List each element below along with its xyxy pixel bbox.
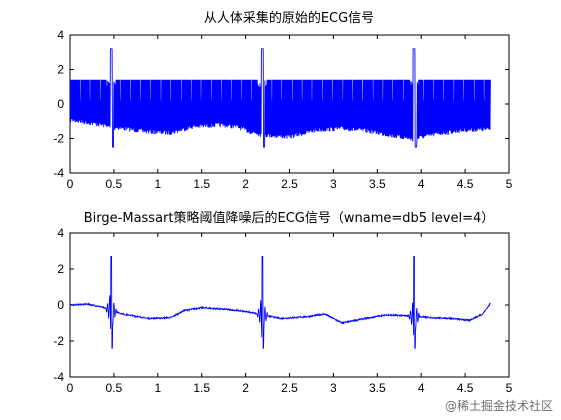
watermark: @稀土掘金技术社区 — [444, 399, 553, 413]
x-tick-label: 0.5 — [106, 177, 123, 191]
x-tick-label: 3.5 — [369, 381, 386, 395]
y-tick-label: 4 — [57, 28, 64, 42]
x-tick-label: 1.5 — [193, 177, 210, 191]
y-tick-label: 2 — [57, 63, 64, 77]
x-tick-label: 2.5 — [281, 177, 298, 191]
top-chart-title: 从人体采集的原始的ECG信号 — [204, 10, 374, 26]
bottom-chart-title: Birge-Massart策略阈值降噪后的ECG信号（wname=db5 lev… — [84, 210, 494, 226]
y-tick-label: -4 — [53, 370, 64, 384]
bottom-axes: Birge-Massart策略阈值降噪后的ECG信号（wname=db5 lev… — [53, 210, 512, 395]
x-tick-label: 1 — [154, 381, 161, 395]
x-tick-label: 3 — [330, 381, 337, 395]
axes-box — [69, 232, 510, 378]
x-tick-label: 4 — [418, 177, 425, 191]
x-tick-label: 3 — [330, 177, 337, 191]
ecg-series-line — [70, 255, 491, 349]
y-tick-label: -2 — [53, 132, 64, 146]
x-tick-label: 0 — [67, 381, 74, 395]
y-tick-label: 2 — [57, 262, 64, 276]
x-tick-label: 3.5 — [369, 177, 386, 191]
x-tick-label: 1.5 — [193, 381, 210, 395]
x-tick-label: 4.5 — [457, 381, 474, 395]
y-tick-label: -4 — [53, 166, 64, 180]
x-tick-label: 2.5 — [281, 381, 298, 395]
ecg-series-line — [70, 48, 491, 148]
x-tick-label: 0.5 — [106, 381, 123, 395]
x-tick-label: 4.5 — [457, 177, 474, 191]
y-tick-label: -2 — [53, 334, 64, 348]
x-tick-label: 4 — [418, 381, 425, 395]
x-tick-label: 2 — [242, 177, 249, 191]
x-tick-label: 5 — [506, 381, 513, 395]
y-tick-label: 0 — [57, 97, 64, 111]
x-tick-label: 0 — [67, 177, 74, 191]
x-tick-label: 2 — [242, 381, 249, 395]
y-tick-label: 0 — [57, 298, 64, 312]
top-axes: 从人体采集的原始的ECG信号 0 0.5 1 1.5 2 2.5 3 3.5 4 4.5 5420-… — [53, 10, 512, 191]
x-tick-label: 5 — [506, 177, 513, 191]
x-tick-label: 1 — [154, 177, 161, 191]
y-tick-label: 4 — [57, 226, 64, 240]
